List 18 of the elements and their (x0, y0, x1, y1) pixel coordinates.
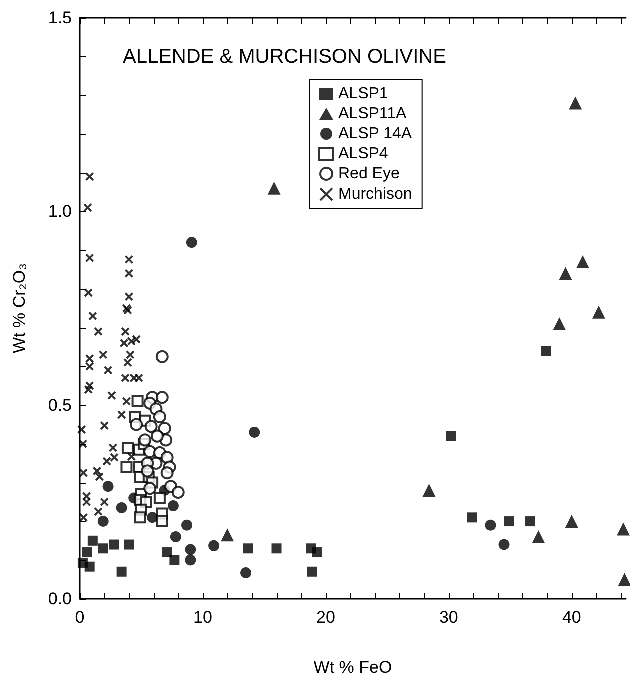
y-tick-label: 0.5 (48, 396, 72, 415)
y-tick-label: 1.0 (48, 202, 72, 222)
text: ALLENDE & MURCHISON OLIVINE (123, 46, 446, 68)
x-tick-label: 30 (439, 608, 458, 627)
legend-label: ALSP4 (338, 146, 388, 162)
legend-label: Murchison (338, 186, 412, 203)
x-tick-label: 10 (194, 608, 212, 627)
x-axis-title: Wt % FeO (314, 658, 392, 677)
y-axis-title: Wt % Cr₂O₃ (10, 263, 29, 354)
x-tick-label: 20 (316, 608, 336, 627)
x-tick-label: 0 (75, 608, 85, 627)
legend-label: Red Eye (338, 166, 400, 182)
y-tick-label: 1.5 (48, 8, 72, 28)
legend-label: ALSP 14A (338, 126, 412, 142)
x-tick-label: 40 (562, 608, 582, 627)
y-tick-label: 0.0 (48, 590, 72, 608)
legend-label: ALSP1 (338, 86, 388, 102)
legend-label: ALSP11A (338, 106, 408, 122)
